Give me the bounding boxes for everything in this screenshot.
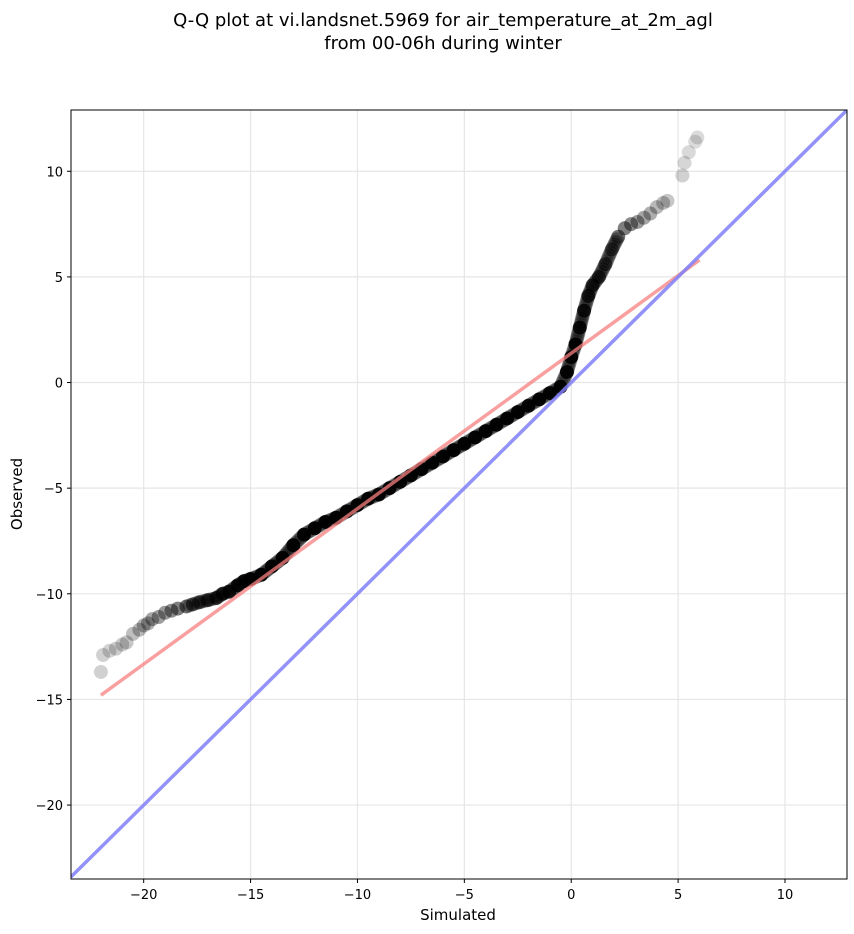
scatter-point: [510, 405, 525, 420]
scatter-point: [435, 449, 450, 464]
scatter-point: [581, 288, 596, 303]
x-tick-label: −10: [344, 888, 371, 903]
scatter-point: [617, 221, 632, 236]
scatter-point: [140, 616, 155, 631]
plot-frame: [70, 109, 848, 880]
scatter-point: [307, 521, 322, 536]
scatter-point: [158, 605, 173, 620]
x-axis-ticks: −20 −15 −10 −5 0 5 10: [130, 879, 793, 903]
scatter-point: [577, 303, 592, 318]
scatter-point: [288, 536, 303, 551]
y-axis-ticks: −20 −15 −10 −5 0 5 10: [36, 165, 71, 814]
scatter-point: [489, 417, 504, 432]
scatter-point: [573, 317, 588, 332]
x-tick-label: −5: [455, 888, 474, 903]
scatter-point: [688, 134, 703, 149]
scatter-point: [425, 455, 440, 470]
scatter-point: [577, 300, 592, 315]
scatter-point: [656, 195, 671, 210]
scatter-point: [96, 648, 111, 663]
plot-area: [71, 110, 847, 879]
scatter-point: [125, 626, 140, 641]
y-tick-label: 5: [55, 271, 63, 286]
scatter-point: [457, 436, 472, 451]
scatter-point: [690, 130, 705, 145]
scatter-point: [521, 398, 536, 413]
scatter-point: [151, 610, 166, 625]
x-tick-label: 10: [777, 888, 794, 903]
fit-line: [99, 258, 701, 697]
grid-lines: [71, 110, 847, 879]
scatter-point: [446, 443, 461, 458]
scatter-point: [350, 498, 365, 513]
scatter-point: [604, 242, 619, 257]
scatter-point: [478, 424, 493, 439]
scatter-point: [500, 411, 515, 426]
x-axis-label: Simulated: [420, 906, 496, 924]
y-tick-label: −10: [36, 588, 63, 603]
scatter-point: [468, 430, 483, 445]
scatter-point: [681, 145, 696, 160]
scatter-point: [318, 514, 333, 529]
scatter-point: [574, 314, 589, 329]
scatter-point: [297, 527, 312, 542]
y-tick-label: −20: [36, 799, 63, 814]
scatter-point: [286, 538, 301, 553]
scatter-point: [675, 168, 690, 183]
scatter-point: [649, 200, 664, 215]
scatter-point: [572, 320, 587, 335]
identity-line: [71, 110, 847, 879]
scatter-point: [592, 269, 607, 284]
y-tick-label: 0: [55, 377, 63, 392]
scatter-point: [136, 618, 151, 633]
scatter-point: [624, 217, 639, 232]
scatter-point: [132, 622, 147, 637]
scatter-point: [108, 641, 123, 656]
scatter-point: [643, 206, 658, 221]
y-tick-label: −15: [36, 693, 63, 708]
scatter-points: [93, 130, 705, 679]
scatter-point: [560, 362, 575, 377]
scatter-point: [599, 254, 614, 269]
scatter-point: [145, 612, 160, 627]
scatter-point: [542, 386, 557, 401]
scatter-point: [119, 635, 134, 650]
y-axis-label: Observed: [8, 458, 26, 530]
chart-title-line-1: Q-Q plot at vi.landsnet.5969 for air_tem…: [173, 10, 713, 31]
scatter-point: [569, 331, 584, 346]
scatter-point: [598, 257, 613, 272]
chart-title-line-2: from 00-06h during winter: [324, 33, 562, 54]
scatter-point: [93, 664, 108, 679]
scatter-point: [636, 210, 651, 225]
scatter-point: [532, 392, 547, 407]
y-tick-label: 10: [46, 165, 63, 180]
scatter-point: [660, 193, 675, 208]
scatter-point: [677, 155, 692, 170]
x-tick-label: 0: [567, 888, 575, 903]
x-tick-label: −15: [237, 888, 264, 903]
scatter-point: [254, 567, 269, 582]
scatter-point: [630, 214, 645, 229]
x-tick-label: −20: [130, 888, 157, 903]
y-tick-label: −5: [44, 482, 63, 497]
scatter-point: [559, 364, 574, 379]
x-tick-label: 5: [674, 888, 682, 903]
scatter-point: [102, 643, 117, 658]
scatter-point: [115, 637, 130, 652]
